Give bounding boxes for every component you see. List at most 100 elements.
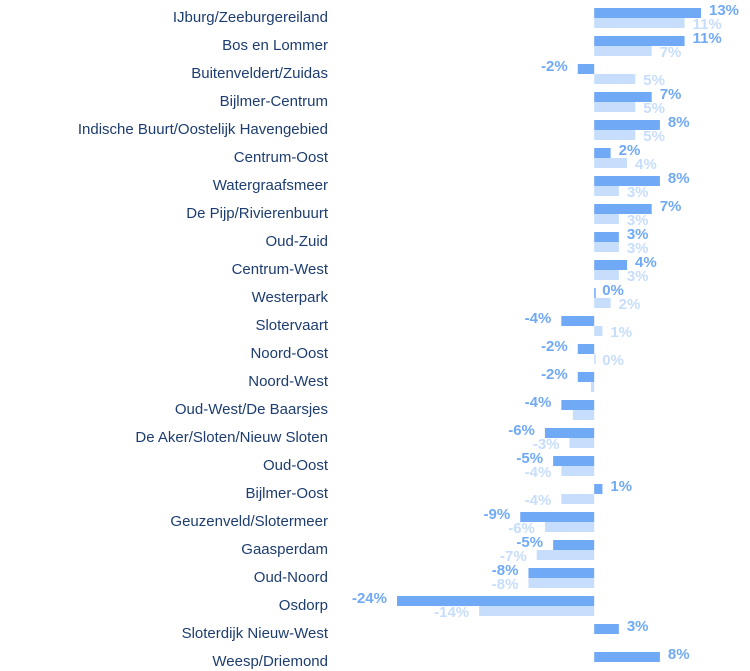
value-label: -2% — [541, 366, 568, 383]
value-label: 7% — [660, 198, 682, 215]
bar — [594, 242, 619, 252]
value-label: -2% — [541, 58, 568, 75]
bar — [594, 204, 652, 214]
value-label: -5% — [516, 450, 543, 467]
value-label: -4% — [525, 464, 552, 481]
value-label: -4% — [525, 310, 552, 327]
bar — [544, 428, 595, 438]
category-label: Noord-Oost — [250, 345, 328, 362]
value-label: -7% — [500, 548, 527, 565]
value-label: 3% — [627, 184, 649, 201]
value-label: -14% — [434, 604, 469, 621]
category-label: Oud-Noord — [254, 569, 328, 586]
bar — [577, 372, 595, 382]
value-label: 0% — [602, 282, 624, 299]
value-label: -5% — [516, 534, 543, 551]
category-label: Centrum-Oost — [234, 149, 329, 166]
bar — [594, 36, 685, 46]
category-label: Bos en Lommer — [222, 37, 328, 54]
value-label: 5% — [643, 72, 665, 89]
bar — [594, 102, 636, 112]
bar — [590, 382, 595, 392]
bar — [594, 288, 596, 298]
category-label: Gaasperdam — [241, 541, 328, 558]
bar — [594, 270, 619, 280]
value-label: -6% — [508, 520, 535, 537]
bar — [594, 186, 619, 196]
bar — [594, 46, 652, 56]
bar — [572, 410, 595, 420]
value-label: 2% — [619, 296, 641, 313]
value-label: 3% — [627, 226, 649, 243]
bar — [544, 522, 595, 532]
category-label: IJburg/Zeeburgereiland — [173, 9, 328, 26]
bar — [536, 550, 595, 560]
bar — [594, 484, 603, 494]
value-label: -6% — [508, 422, 535, 439]
bar — [594, 130, 636, 140]
value-label: -4% — [525, 492, 552, 509]
category-label: Osdorp — [279, 597, 328, 614]
value-label: 11% — [693, 30, 722, 47]
bar — [594, 652, 660, 662]
value-label: -3% — [533, 436, 560, 453]
value-label: -8% — [492, 576, 519, 593]
bar — [561, 466, 595, 476]
category-label: Noord-West — [248, 373, 329, 390]
bar — [594, 120, 660, 130]
value-label: 3% — [627, 240, 649, 257]
bar — [594, 232, 619, 242]
category-label: Oud-Zuid — [265, 233, 328, 250]
category-label: Centrum-West — [232, 261, 329, 278]
category-label: Westerpark — [252, 289, 329, 306]
bar — [553, 456, 595, 466]
bar — [594, 92, 652, 102]
category-label: Watergraafsmeer — [213, 177, 328, 194]
category-label: Bijlmer-Centrum — [220, 93, 328, 110]
value-label: 4% — [635, 254, 657, 271]
bar — [594, 176, 660, 186]
bar — [528, 568, 595, 578]
bar — [594, 148, 611, 158]
bar — [561, 494, 595, 504]
value-label: -9% — [484, 506, 511, 523]
bar — [528, 578, 595, 588]
value-label: -4% — [525, 394, 552, 411]
value-label: -2% — [541, 338, 568, 355]
bar — [594, 18, 685, 28]
value-label: 8% — [668, 114, 690, 131]
value-label: 5% — [643, 100, 665, 117]
bar — [594, 158, 628, 168]
category-label: Bijlmer-Oost — [245, 485, 328, 502]
category-label: Slotervaart — [255, 317, 328, 334]
value-label: 1% — [610, 478, 632, 495]
category-label: Buitenveldert/Zuidas — [191, 65, 328, 82]
bar — [594, 214, 619, 224]
bar — [594, 260, 628, 270]
bar — [594, 326, 603, 336]
bar — [594, 354, 596, 364]
value-label: 0% — [602, 352, 624, 369]
value-label: 13% — [709, 2, 739, 19]
bar — [561, 316, 595, 326]
bar — [553, 540, 595, 550]
value-label: 5% — [643, 128, 665, 145]
bar — [397, 596, 595, 606]
value-label: 7% — [660, 44, 682, 61]
bar — [577, 64, 595, 74]
bar — [594, 74, 636, 84]
category-label: De Pijp/Rivierenbuurt — [186, 205, 329, 222]
value-label: 8% — [668, 170, 690, 187]
category-label: Sloterdijk Nieuw-West — [182, 625, 329, 642]
category-label: Indische Buurt/Oostelijk Havengebied — [78, 121, 328, 138]
bar — [594, 624, 619, 634]
value-label: -8% — [492, 562, 519, 579]
category-label: Geuzenveld/Slotermeer — [170, 513, 328, 530]
value-label: 3% — [627, 212, 649, 229]
bar — [594, 298, 611, 308]
value-label: 3% — [627, 618, 649, 635]
value-label: 8% — [668, 646, 690, 663]
bar — [520, 512, 595, 522]
bar — [594, 8, 701, 18]
value-label: 3% — [627, 268, 649, 285]
